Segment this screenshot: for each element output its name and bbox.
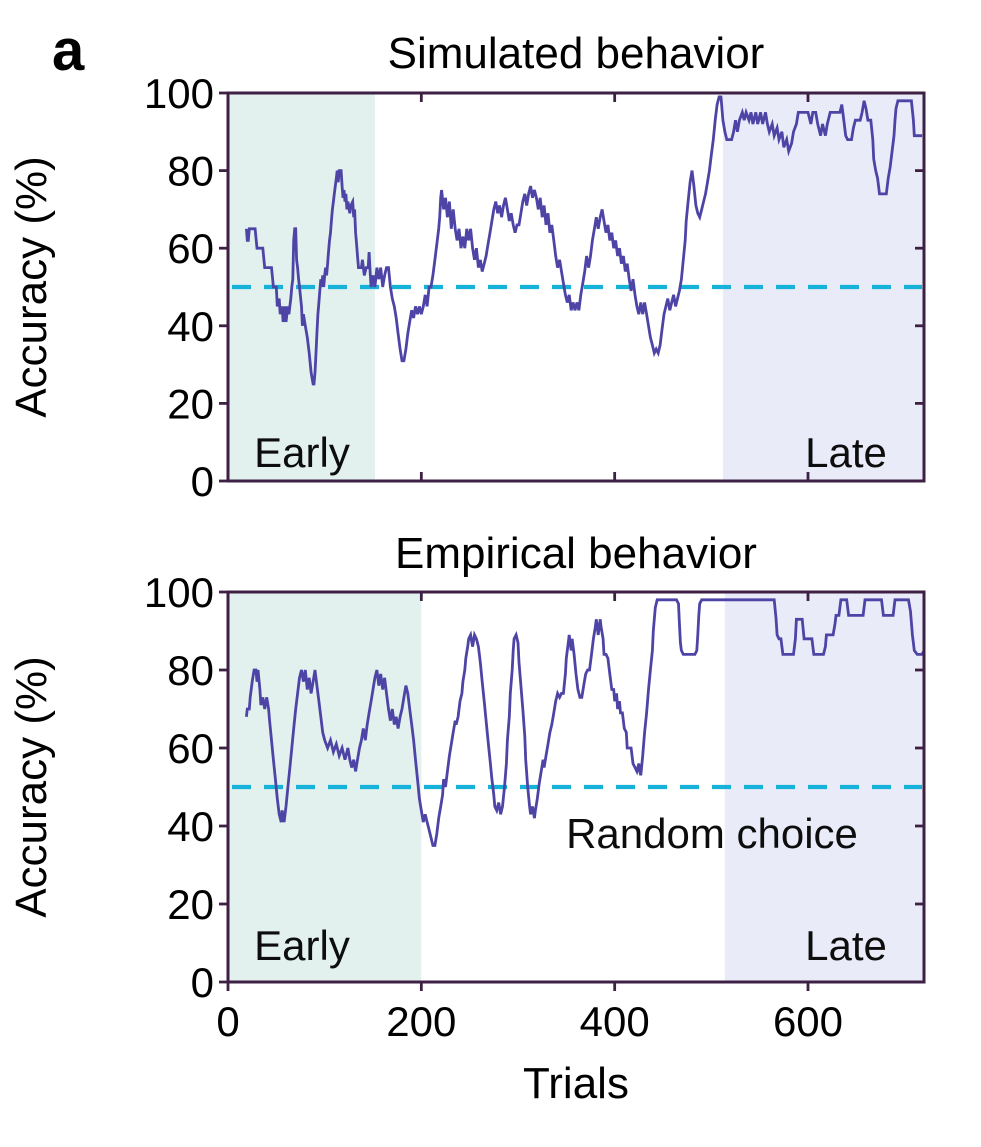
accuracy-line: [245, 95, 923, 386]
y-tick-label: 60: [167, 725, 214, 772]
late-region-label-top: Late: [805, 429, 887, 476]
panel-label: a: [52, 18, 85, 83]
plot-frame: [226, 91, 926, 483]
x-tick-label: 400: [580, 998, 650, 1045]
x-tick-label: 0: [216, 998, 239, 1045]
early-region: [228, 592, 422, 982]
y-tick-label: 0: [191, 458, 214, 505]
x-tick-label: 200: [386, 998, 456, 1045]
y-tick-label: 40: [167, 803, 214, 850]
plot-frame: [226, 590, 926, 984]
y-tick-label: 40: [167, 303, 214, 350]
y-tick-label: 100: [144, 569, 214, 616]
x-axis-label: Trials: [523, 1059, 629, 1108]
chart-title-empirical: Empirical behavior: [395, 529, 757, 578]
y-tick-label: 60: [167, 225, 214, 272]
random-choice-annotation: Random choice: [566, 810, 858, 857]
y-tick-label: 0: [191, 959, 214, 1006]
accuracy-line: [245, 598, 926, 847]
late-region-label-bottom: Late: [805, 922, 887, 969]
chart-title-simulated: Simulated behavior: [388, 29, 765, 78]
early-region-label-bottom: Early: [254, 922, 350, 969]
simulated-behavior-chart: 0 20 40 60 80 100: [144, 70, 926, 505]
y-tick-label: 100: [144, 70, 214, 117]
y-tick-label: 80: [167, 647, 214, 694]
early-region-label-top: Early: [254, 429, 350, 476]
y-tick-label: 80: [167, 148, 214, 195]
y-axis-label-bottom: Accuracy (%): [7, 656, 56, 918]
empirical-behavior-chart: 0 200 400 600 0 20 40 60 80 100: [144, 569, 926, 1045]
y-axis-label-top: Accuracy (%): [7, 156, 56, 418]
y-tick-label: 20: [167, 380, 214, 427]
y-tick-label: 20: [167, 881, 214, 928]
x-tick-label: 600: [773, 998, 843, 1045]
